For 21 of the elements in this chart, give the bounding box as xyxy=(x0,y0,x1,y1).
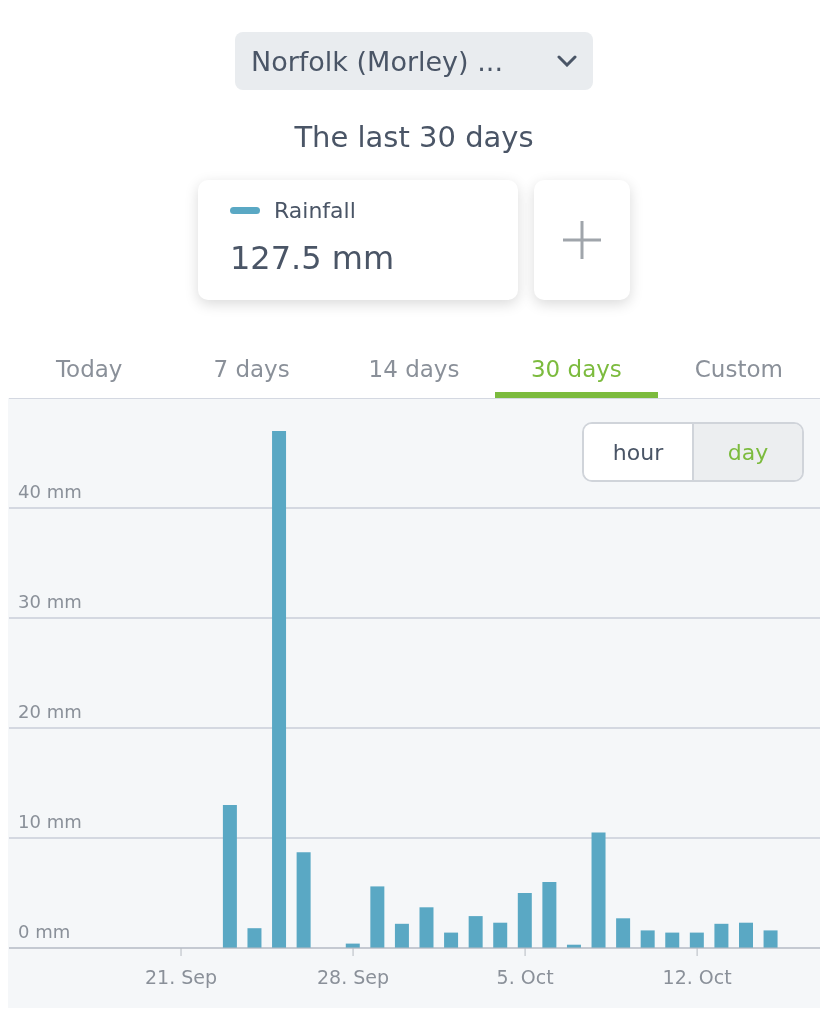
annotation: hour xyxy=(584,424,692,480)
text: Today xyxy=(54,355,124,384)
annotation: day xyxy=(692,424,802,480)
text: 7 days xyxy=(212,355,291,384)
y-tick-label: 20 mm xyxy=(18,701,82,722)
x-tick-label: 5. Oct xyxy=(496,966,554,988)
text: 14 days xyxy=(367,355,461,384)
hour-day-toggle: hour day xyxy=(582,422,804,482)
x-tick-label: 12. Oct xyxy=(662,966,732,988)
text: Custom xyxy=(693,355,784,384)
legend-label: Rainfall xyxy=(274,198,356,223)
y-tick-label: 10 mm xyxy=(18,811,82,832)
x-tick-label: 28. Sep xyxy=(317,966,390,988)
chart-title: The last 30 days xyxy=(293,120,535,154)
text: Norfolk (Morley) ... xyxy=(251,45,503,77)
y-tick-label: 30 mm xyxy=(18,591,82,612)
text: 127.5 mm xyxy=(230,239,396,277)
y-tick-label: 0 mm xyxy=(18,921,71,942)
x-tick-label: 21. Sep xyxy=(144,966,218,988)
y-tick-label: 40 mm xyxy=(18,481,82,502)
text: 30 days xyxy=(495,352,658,398)
